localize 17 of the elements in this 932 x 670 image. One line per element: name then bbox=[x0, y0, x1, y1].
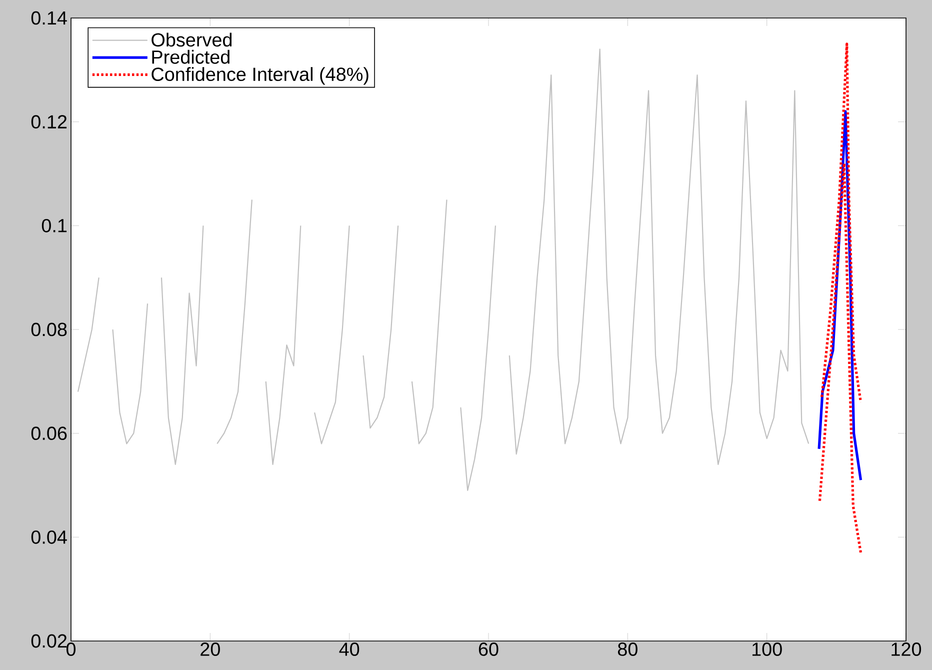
legend-label: Observed bbox=[152, 32, 232, 47]
x-tick-label: 0 bbox=[66, 642, 76, 656]
legend-label: Confidence Interval (48%) bbox=[152, 67, 368, 85]
y-tick-label: 0.14 bbox=[31, 11, 67, 25]
y-tick-label: 0.04 bbox=[31, 530, 67, 544]
x-tick-label: 20 bbox=[200, 642, 220, 656]
x-tick-label: 80 bbox=[618, 642, 638, 656]
legend-label: Predicted bbox=[152, 50, 230, 64]
y-tick-label: 0.12 bbox=[31, 115, 67, 129]
x-tick-label: 120 bbox=[892, 642, 922, 656]
y-tick-label: 0.02 bbox=[31, 634, 67, 648]
x-tick-label: 40 bbox=[339, 642, 360, 656]
x-tick-label: 60 bbox=[478, 642, 498, 656]
y-tick-label: 0.08 bbox=[31, 322, 67, 336]
y-tick-label: 0.1 bbox=[42, 218, 67, 232]
y-tick-label: 0.06 bbox=[31, 426, 67, 440]
x-tick-label: 100 bbox=[752, 642, 782, 656]
